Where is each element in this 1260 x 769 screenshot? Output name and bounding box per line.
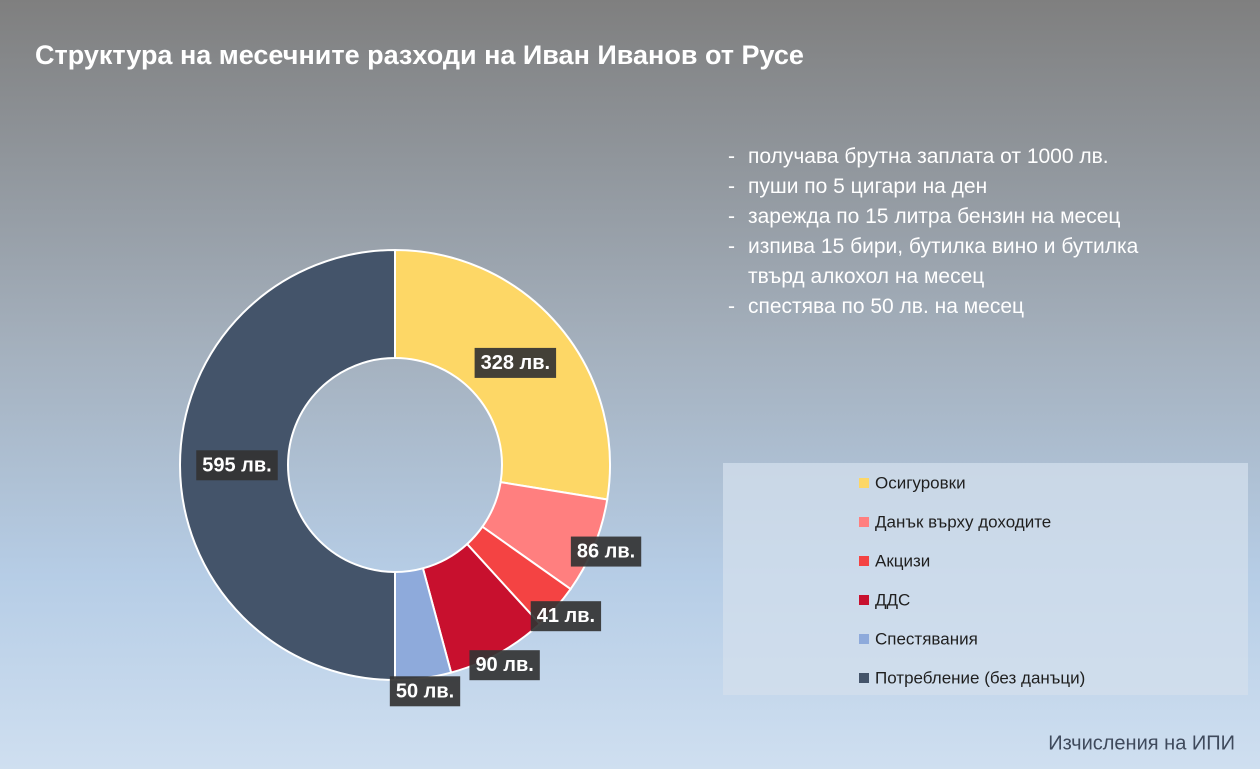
slice: [179, 248, 396, 682]
value-label: 86 лв.: [570, 536, 642, 567]
value-label-bg: [570, 536, 642, 567]
legend-swatch: [859, 595, 869, 605]
legend-swatch: [859, 517, 869, 527]
legend-label: Акцизи: [875, 551, 930, 570]
value-label: 41 лв.: [530, 601, 602, 632]
legend-box: [723, 463, 1248, 695]
legend-label: Спестявания: [875, 629, 978, 648]
value-label-bg: [196, 450, 278, 481]
value-label-text: 50 лв.: [396, 680, 454, 702]
legend-swatch: [859, 478, 869, 488]
legend-swatch: [859, 556, 869, 566]
value-label: 50 лв.: [389, 676, 461, 707]
note: пуши по 5 цигари на ден: [728, 172, 1168, 202]
legend-swatch: [859, 673, 869, 683]
chart-title: Структура на месечните разходи на Иван И…: [35, 40, 804, 70]
source: Изчисления на ИПИ: [1048, 732, 1235, 754]
value-label: 595 лв.: [196, 450, 278, 481]
value-label-bg: [474, 347, 557, 378]
value-label-text: 595 лв.: [202, 454, 271, 476]
legend-label: ДДС: [875, 590, 910, 609]
value-label-text: 41 лв.: [537, 605, 595, 627]
value-label-text: 328 лв.: [481, 352, 550, 374]
legend-swatch: [859, 634, 869, 644]
value-label-bg: [389, 676, 461, 707]
legend-label: Осигуровки: [875, 473, 966, 492]
notes: получава брутна заплата от 1000 лв.пуши …: [728, 142, 1168, 322]
value-label-bg: [530, 601, 602, 632]
value-label: 328 лв.: [474, 347, 557, 378]
value-label-bg: [469, 650, 540, 681]
value-label-text: 90 лв.: [475, 654, 533, 676]
legend-label: Данък върху доходите: [875, 512, 1051, 531]
legend-label: Потребление (без данъци): [875, 668, 1085, 687]
note: получава брутна заплата от 1000 лв.: [728, 142, 1168, 172]
note: спестява по 50 лв. на месец: [728, 292, 1168, 322]
note: изпива 15 бири, бутилка вино и бутилка т…: [728, 232, 1168, 292]
note: зарежда по 15 литра бензин на месец: [728, 202, 1168, 232]
value-label-text: 86 лв.: [577, 541, 635, 563]
value-label: 90 лв.: [469, 650, 540, 681]
